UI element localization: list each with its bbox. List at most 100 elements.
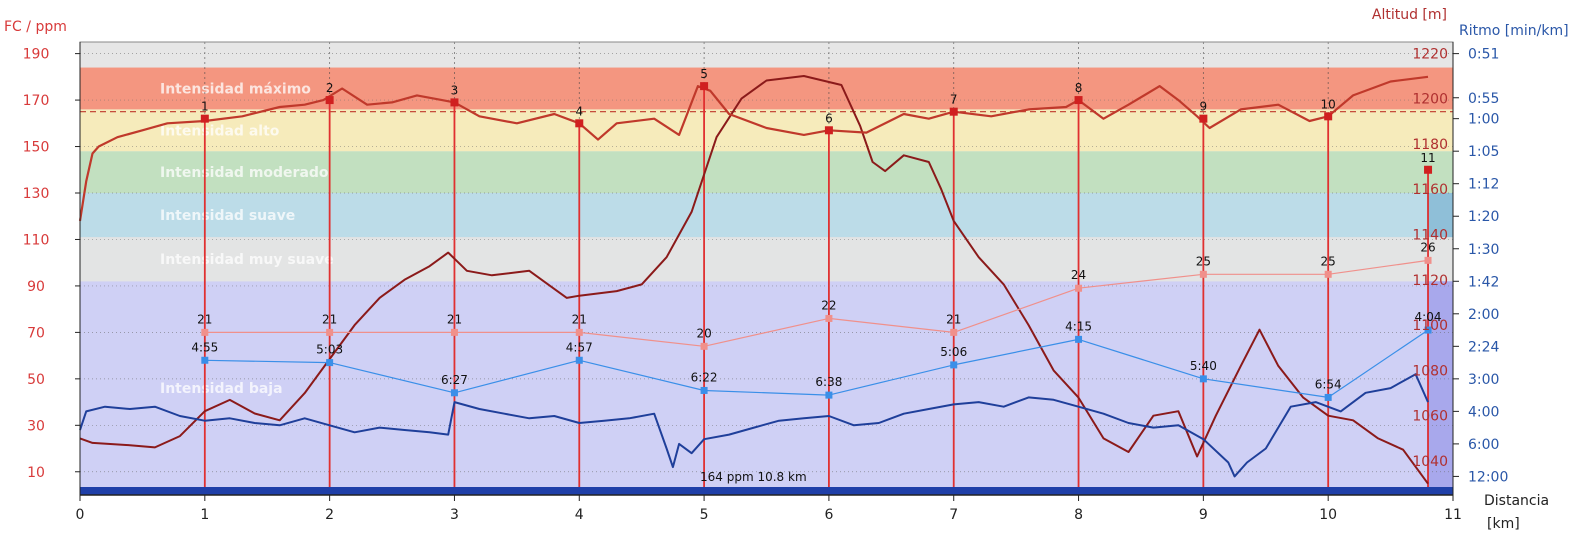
lap-pace-label: 6:27: [441, 373, 468, 387]
km-marker-label: 5: [700, 67, 708, 81]
altitude-tick-label: 1100: [1412, 318, 1448, 334]
hr-tick-label: 50: [27, 372, 45, 388]
lap-average-point: [450, 328, 458, 336]
hr-tick-label: 90: [27, 279, 45, 295]
lap-pace-label: 6:22: [691, 370, 718, 384]
lap-average-label: 25: [1321, 254, 1336, 268]
lap-pace-label: 4:04: [1415, 310, 1442, 324]
lap-average-point: [1324, 270, 1332, 278]
km-marker-point: [700, 82, 709, 91]
x-tick-label: 11: [1444, 507, 1462, 523]
heart-rate-line: [78, 75, 1429, 222]
altitude-tick-label: 1180: [1412, 137, 1448, 153]
hr-tick-label: 10: [27, 465, 45, 481]
pace-tick-label: 2:00: [1468, 307, 1499, 323]
hr-tick-label: 170: [23, 93, 50, 109]
lap-pace-point: [825, 391, 833, 399]
km-marker-point: [450, 98, 459, 107]
lap-average-point: [1424, 256, 1432, 264]
lap-pace-point: [201, 356, 209, 364]
km-marker-label: 9: [1200, 100, 1208, 114]
pace-tick-label: 0:51: [1468, 47, 1499, 63]
right-edge-panel: [1427, 193, 1453, 238]
km-marker-label: 11: [1420, 151, 1435, 165]
lap-average-point: [201, 328, 209, 336]
km-marker-label: 6: [825, 111, 833, 125]
km-marker-point: [1074, 96, 1083, 105]
lap-pace-label: 5:40: [1190, 359, 1217, 373]
distance-bar: [80, 487, 1453, 495]
altitude-tick-label: 1060: [1412, 409, 1448, 425]
lap-pace-point: [700, 386, 708, 394]
lap-pace-label: 5:03: [316, 343, 343, 357]
pace-line: [79, 373, 1429, 478]
x-tick-label: 9: [1199, 507, 1208, 523]
altitude-tick-label: 1120: [1412, 273, 1448, 289]
lap-average-point: [700, 342, 708, 350]
zone-band: [80, 67, 1453, 110]
pace-tick-label: 3:00: [1468, 372, 1499, 388]
altitude-tick-label: 1200: [1412, 92, 1448, 108]
hr-tick-label: 30: [27, 418, 45, 434]
lap-pace-point: [950, 361, 958, 369]
lap-pace-point: [1324, 393, 1332, 401]
hr-tick-label: 110: [23, 232, 50, 248]
lap-pace-label: 5:06: [940, 345, 967, 359]
km-marker-point: [325, 96, 334, 105]
altitude-tick-label: 1160: [1412, 182, 1448, 198]
pace-tick-label: 1:30: [1468, 242, 1499, 258]
hr-tick-label: 150: [23, 140, 50, 156]
km-marker-label: 1: [201, 100, 209, 114]
lap-pace-point: [1075, 335, 1083, 343]
altitude-tick-label: 1080: [1412, 363, 1448, 379]
pace-tick-label: 1:42: [1468, 274, 1499, 290]
lap-average-point: [575, 328, 583, 336]
km-marker-point: [575, 119, 584, 128]
pace-tick-label: 1:00: [1468, 112, 1499, 128]
km-marker-point: [1324, 112, 1333, 121]
pace-tick-label: 0:55: [1468, 91, 1499, 107]
pace-tick-label: 1:12: [1468, 177, 1499, 193]
right-edge-panel: [1427, 281, 1453, 495]
zone-label: Intensidad alto: [160, 123, 280, 139]
x-axis-title: Distancia: [1484, 493, 1549, 509]
lap-average-point: [326, 328, 334, 336]
x-tick-label: 4: [575, 507, 584, 523]
zone-label: Intensidad muy suave: [160, 252, 334, 268]
lap-average-label: 21: [197, 312, 212, 326]
x-tick-label: 2: [325, 507, 334, 523]
zone-band: [80, 193, 1453, 238]
pace-tick-label: 1:20: [1468, 209, 1499, 225]
altitude-axis-title: Altitud [m]: [1372, 7, 1447, 23]
x-tick-label: 8: [1074, 507, 1083, 523]
km-marker-label: 4: [575, 104, 583, 118]
lap-pace-point: [1199, 375, 1207, 383]
altitude-tick-label: 1140: [1412, 228, 1448, 244]
lap-average-label: 24: [1071, 268, 1086, 282]
pace-tick-label: 12:00: [1468, 469, 1508, 485]
km-marker-label: 7: [950, 93, 958, 107]
lap-pace-label: 4:55: [191, 340, 218, 354]
lap-average-label: 25: [1196, 254, 1211, 268]
lap-pace-label: 4:15: [1065, 319, 1092, 333]
lap-pace-point: [575, 356, 583, 364]
lap-average-point: [1075, 284, 1083, 292]
hr-axis-title: FC / ppm: [4, 19, 67, 35]
lap-pace-label: 6:54: [1315, 377, 1342, 391]
hr-tick-label: 190: [23, 47, 50, 63]
km-marker-point: [824, 126, 833, 135]
x-tick-label: 7: [949, 507, 958, 523]
lap-pace-point: [450, 389, 458, 397]
lap-pace-point: [1424, 326, 1432, 334]
lap-average-label: 21: [572, 312, 587, 326]
x-tick-label: 1: [200, 507, 209, 523]
lap-pace-label: 6:38: [815, 375, 842, 389]
lap-average-label: 21: [447, 312, 462, 326]
zone-label: Intensidad moderado: [160, 165, 329, 181]
km-marker-point: [949, 107, 958, 116]
lap-average-label: 22: [821, 298, 836, 312]
lap-average-point: [950, 328, 958, 336]
hr-tick-label: 70: [27, 325, 45, 341]
x-axis-title: [km]: [1487, 516, 1520, 532]
